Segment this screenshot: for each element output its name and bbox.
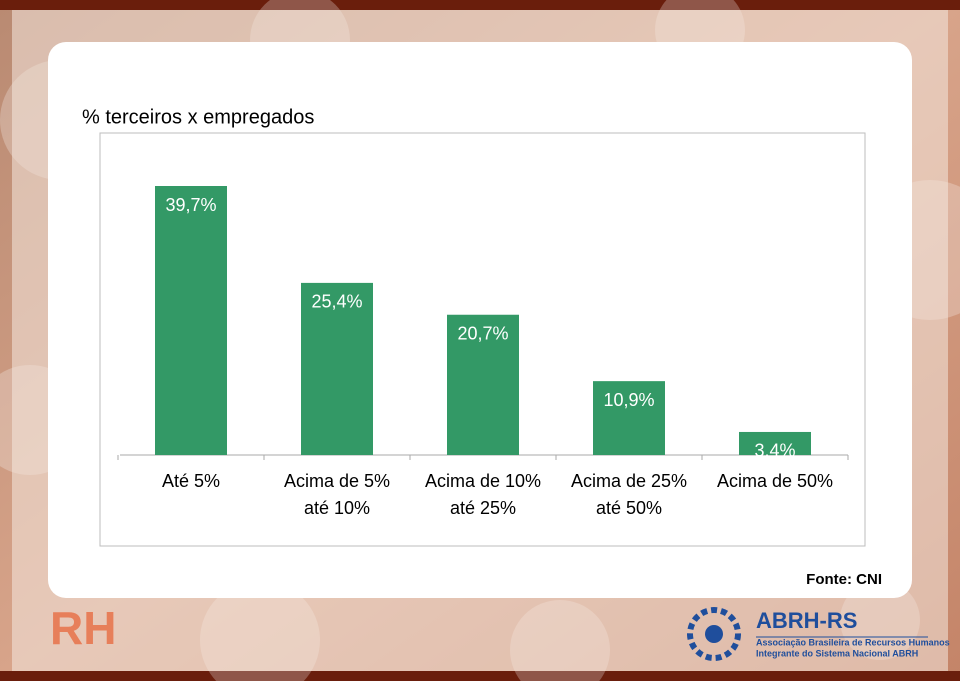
value-label: 10,9% (603, 390, 654, 410)
left-logo: RH (50, 602, 116, 654)
logo-text: RH (50, 602, 116, 654)
source-note: Fonte: CNI (806, 571, 882, 588)
bar (593, 381, 665, 455)
bottom-band (0, 671, 960, 681)
bar (155, 186, 227, 455)
x-tick-label: Até 5% (162, 471, 220, 491)
value-label: 39,7% (165, 195, 216, 215)
value-label: 25,4% (311, 292, 362, 312)
bar (739, 431, 811, 455)
x-tick-label: até 50% (596, 498, 662, 518)
top-band (0, 0, 960, 10)
logo-ring (687, 607, 741, 661)
x-tick-label: até 25% (450, 498, 516, 518)
logo-title: ABRH-RS (756, 608, 857, 633)
x-tick-label: Acima de 10% (425, 471, 541, 491)
plot-frame (99, 132, 866, 547)
logo-line: Associação Brasileira de Recursos Humano… (756, 637, 950, 647)
value-label: 3,4% (754, 441, 795, 461)
logo-line: Integrante do Sistema Nacional ABRH (756, 648, 918, 658)
x-tick-label: até 10% (304, 498, 370, 518)
x-tick-label: Acima de 25% (571, 471, 687, 491)
x-tick-label: Acima de 5% (284, 471, 390, 491)
right-logo: ABRH-RS Associação Brasileira de Recurso… (687, 607, 950, 661)
chart-title: % terceiros x empregados (82, 106, 314, 128)
logo-figure (705, 625, 723, 643)
bar (301, 282, 373, 455)
value-label: 20,7% (457, 323, 508, 343)
x-tick-label: Acima de 50% (717, 471, 833, 491)
bar (447, 314, 519, 455)
